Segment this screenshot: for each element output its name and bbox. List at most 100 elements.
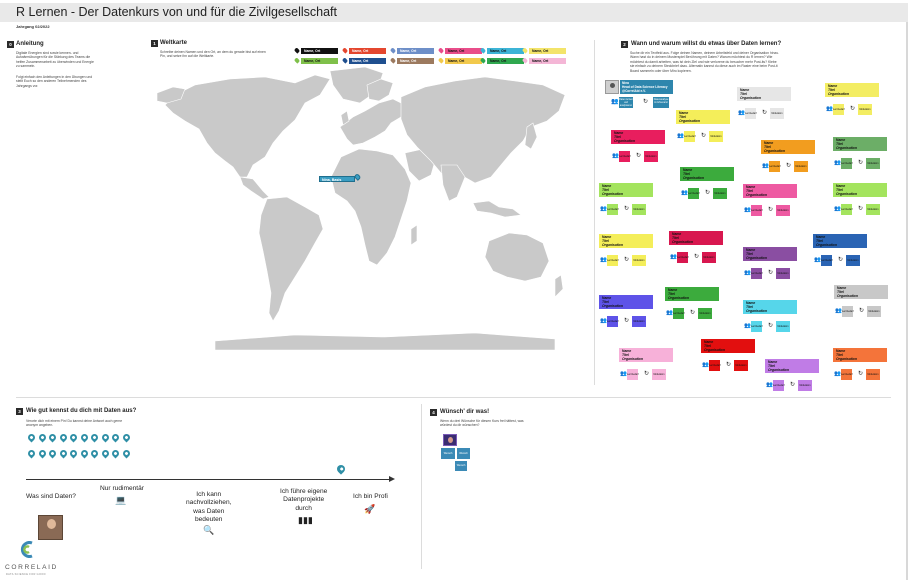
wish-note-3[interactable]: Wunsch xyxy=(455,461,467,471)
profile-card-note-2[interactable]: Motivation xyxy=(770,108,784,119)
profile-card[interactable]: Name Titel Organisation 👥 Lernbedarf ↻ Motivat… xyxy=(619,348,673,390)
profile-card-note-2[interactable]: Motivation xyxy=(702,252,716,263)
profile-card[interactable]: Name Titel Organisation 👥 Lernbedarf ↻ Motivat… xyxy=(743,184,797,226)
profile-card-note-1[interactable]: Lernbedarf xyxy=(833,104,845,115)
location-pin-icon[interactable] xyxy=(100,432,110,443)
profile-card-note-1[interactable]: Lernbedarf xyxy=(821,255,833,266)
profile-card-note-1[interactable]: Lernbedarf xyxy=(607,316,619,327)
location-pin-icon[interactable] xyxy=(37,448,47,459)
profile-card-header[interactable]: Name Titel Organisation xyxy=(737,87,791,101)
location-pin-icon[interactable] xyxy=(121,448,131,459)
location-pin-icon[interactable] xyxy=(47,432,58,443)
location-pin-icon[interactable] xyxy=(121,432,131,443)
profile-card-header[interactable]: Name Titel Organisation xyxy=(833,348,887,362)
profile-card-note-1[interactable]: Lernbedarf xyxy=(745,108,757,119)
profile-card[interactable]: Name Titel Organisation 👥 Lernbedarf ↻ Motivat… xyxy=(743,247,797,289)
location-pin-icon[interactable] xyxy=(26,448,37,459)
profile-card-header[interactable]: Name Titel Organisation xyxy=(599,183,653,197)
profile-card[interactable]: Name Titel Organisation 👥 Lernbedarf ↻ Motivat… xyxy=(743,300,797,342)
location-pin-icon[interactable] xyxy=(79,448,89,459)
profile-card-note-2[interactable]: Motivation xyxy=(866,158,880,169)
location-pin-icon[interactable] xyxy=(58,432,68,443)
profile-card-note-1[interactable]: Lernbedarf xyxy=(751,205,763,216)
location-pin-icon[interactable] xyxy=(47,448,58,459)
legend-pin-3[interactable]: Name, Ort xyxy=(389,47,435,55)
profile-note-1[interactable]: Daten lernen und analysieren xyxy=(619,97,633,108)
wish-note-1[interactable]: Wunsch xyxy=(441,448,455,459)
profile-card-note-2[interactable]: Motivation xyxy=(709,131,723,142)
profile-card-note-2[interactable]: Motivation xyxy=(632,316,646,327)
profile-card-header[interactable]: Name Titel Organisation xyxy=(611,130,665,144)
profile-card-header[interactable]: Name Titel Organisation xyxy=(825,83,879,97)
profile-card-note-1[interactable]: Lernbedarf xyxy=(688,188,700,199)
location-pin-icon[interactable] xyxy=(110,432,121,443)
profile-card-note-2[interactable]: Motivation xyxy=(698,308,712,319)
profile-card[interactable]: Name Titel Organisation 👥 Lernbedarf ↻ Motivat… xyxy=(665,287,719,329)
profile-card-header[interactable]: Name Titel Organisation xyxy=(619,348,673,362)
profile-note-2[interactable]: Datenanalyse im Ehrenamt xyxy=(653,97,669,108)
profile-card-note-1[interactable]: Lernbedarf xyxy=(751,268,763,279)
profile-card-header[interactable]: Name Titel Organisation xyxy=(833,137,887,151)
profile-card-note-2[interactable]: Motivation xyxy=(798,380,812,391)
profile-card-header[interactable]: Name Titel Organisation xyxy=(834,285,888,299)
profile-card-note-1[interactable]: Lernbedarf xyxy=(709,360,721,371)
location-pin-icon[interactable] xyxy=(68,432,79,443)
wish-avatar[interactable] xyxy=(443,434,457,446)
profile-card-note-2[interactable]: Motivation xyxy=(858,104,872,115)
location-pin-icon[interactable] xyxy=(68,448,79,459)
profile-card[interactable]: Name Titel Organisation 👥 Lernbedarf ↻ Motivat… xyxy=(813,234,867,276)
profile-card-header[interactable]: Name Titel Organisation xyxy=(599,234,653,248)
legend-pin-7[interactable]: Name, Ort xyxy=(293,57,339,65)
profile-card-header[interactable]: Name Titel Organisation xyxy=(743,300,797,314)
profile-card-note-1[interactable]: Lernbedarf xyxy=(607,204,619,215)
profile-card-note-1[interactable]: Lernbedarf xyxy=(619,151,631,162)
location-pin-icon[interactable] xyxy=(89,448,100,459)
profile-card[interactable]: Name Titel Organisation 👥 Lernbedarf ↻ Motivat… xyxy=(669,231,723,273)
profile-card[interactable]: Name Titel Organisation 👥 Lernbedarf ↻ Motivat… xyxy=(737,87,791,129)
location-pin-icon[interactable] xyxy=(110,448,121,459)
profile-card-note-2[interactable]: Motivation xyxy=(632,255,646,266)
legend-pin-2[interactable]: Name, Ort xyxy=(341,47,387,55)
profile-card-note-1[interactable]: Lernbedarf xyxy=(607,255,619,266)
profile-card-note-2[interactable]: Motivation xyxy=(652,369,666,380)
map-pin-label[interactable]: Nina, Basis xyxy=(319,176,355,182)
profile-card[interactable]: Name Titel Organisation 👥 Lernbedarf ↻ Motivat… xyxy=(701,339,755,381)
legend-pin-10[interactable]: Name, Ort xyxy=(437,57,483,65)
profile-card[interactable]: Name Titel Organisation 👥 Lernbedarf ↻ Motivat… xyxy=(833,348,887,390)
profile-card[interactable]: Name Titel Organisation 👥 Lernbedarf ↻ Motivat… xyxy=(680,167,734,209)
profile-card[interactable]: Name Titel Organisation 👥 Lernbedarf ↻ Motivat… xyxy=(834,285,888,327)
profile-card-note-2[interactable]: Motivation xyxy=(734,360,748,371)
location-pin-icon[interactable] xyxy=(79,432,89,443)
profile-card-header[interactable]: Name Titel Organisation xyxy=(665,287,719,301)
profile-card[interactable]: Name Titel Organisation 👥 Lernbedarf ↻ Motivat… xyxy=(599,183,653,225)
legend-pin-8[interactable]: Name, Ort xyxy=(341,57,387,65)
profile-card-note-2[interactable]: Motivation xyxy=(846,255,860,266)
profile-card-note-2[interactable]: Motivation xyxy=(776,321,790,332)
profile-card-note-1[interactable]: Lernbedarf xyxy=(769,161,781,172)
location-pin-icon[interactable] xyxy=(26,432,37,443)
profile-card-header[interactable]: Name Titel Organisation xyxy=(669,231,723,245)
profile-card-note-2[interactable]: Motivation xyxy=(644,151,658,162)
legend-pin-5[interactable]: Name, Ort xyxy=(479,47,525,55)
legend-pin-11[interactable]: Name, Ort xyxy=(479,57,525,65)
profile-card-header[interactable]: Name Titel Organisation xyxy=(813,234,867,248)
profile-card-header[interactable]: Name Titel Organisation xyxy=(676,110,730,124)
profile-card[interactable]: Name Titel Organisation 👥 Lernbedarf ↻ Motivat… xyxy=(825,83,879,125)
profile-card-note-2[interactable]: Motivation xyxy=(713,188,727,199)
profile-card-header[interactable]: Name Titel Organisation xyxy=(765,359,819,373)
legend-pin-9[interactable]: Name, Ort xyxy=(389,57,435,65)
profile-card-note-2[interactable]: Motivation xyxy=(794,161,808,172)
profile-card-header[interactable]: Name Titel Organisation xyxy=(833,183,887,197)
legend-pin-4[interactable]: Name, Ort xyxy=(437,47,483,55)
profile-card[interactable]: Name Titel Organisation 👥 Lernbedarf ↻ Motivat… xyxy=(765,359,819,401)
profile-card-note-1[interactable]: Lernbedarf xyxy=(684,131,696,142)
legend-pin-6[interactable]: Name, Ort xyxy=(521,47,567,55)
placed-pin[interactable] xyxy=(335,463,347,475)
profile-card-note-1[interactable]: Lernbedarf xyxy=(841,369,853,380)
profile-card-header[interactable]: Name Titel Organisation xyxy=(701,339,755,353)
profile-card-note-2[interactable]: Motivation xyxy=(632,204,646,215)
profile-card-header[interactable]: Name Titel Organisation xyxy=(743,247,797,261)
profile-card-note-1[interactable]: Lernbedarf xyxy=(627,369,639,380)
profile-card-note-1[interactable]: Lernbedarf xyxy=(751,321,763,332)
